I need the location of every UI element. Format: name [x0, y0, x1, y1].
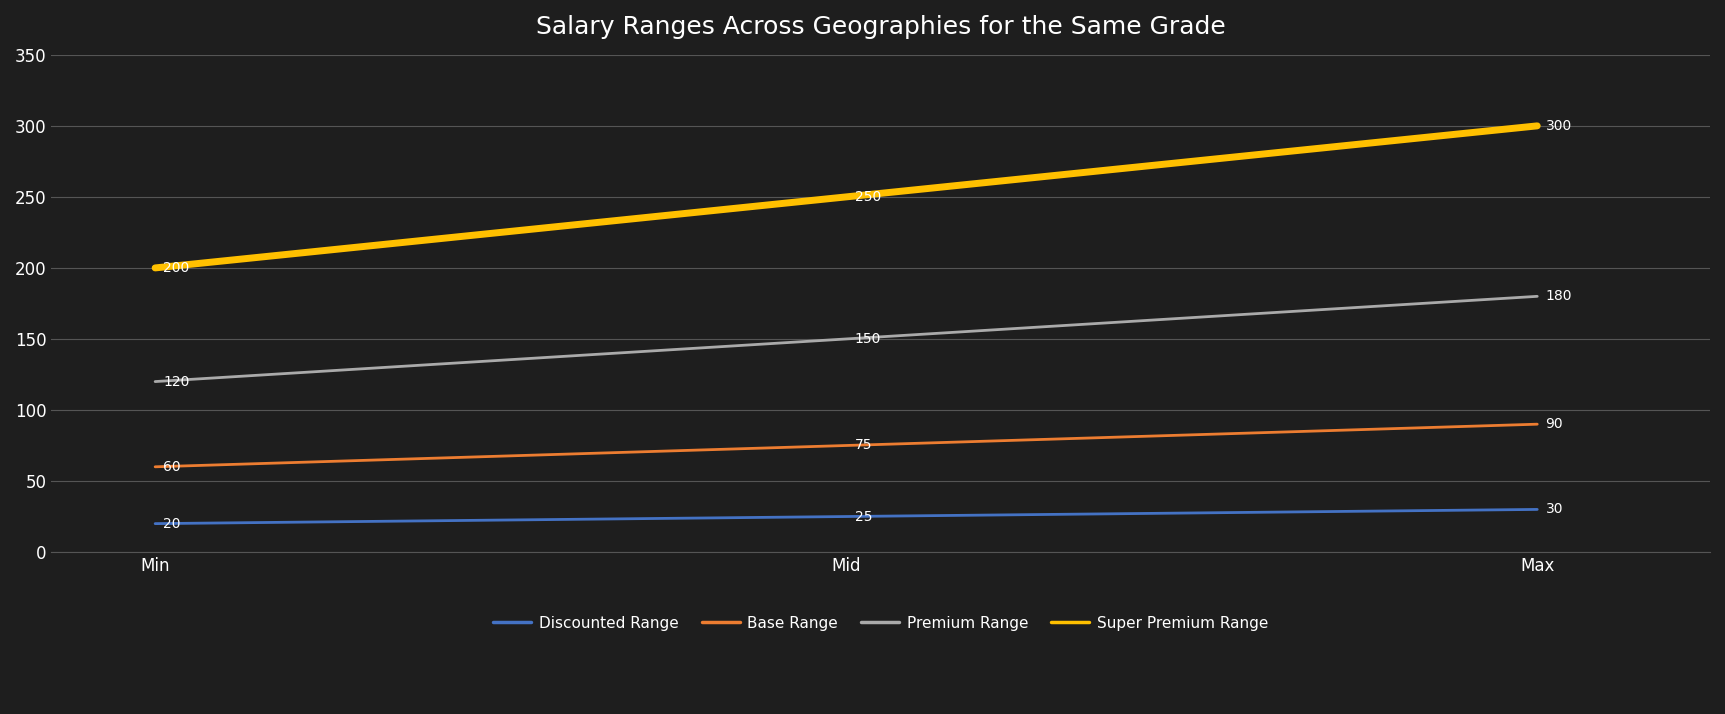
Text: 25: 25 — [854, 510, 873, 523]
Base Range — [837, 441, 857, 450]
Text: 300: 300 — [1546, 119, 1571, 133]
Text: 180: 180 — [1546, 289, 1571, 303]
Text: 60: 60 — [164, 460, 181, 474]
Discounted Range — [837, 512, 857, 521]
Premium Range — [1527, 292, 1547, 301]
Title: Salary Ranges Across Geographies for the Same Grade: Salary Ranges Across Geographies for the… — [536, 15, 1226, 39]
Premium Range — [145, 377, 166, 386]
Legend: Discounted Range, Base Range, Premium Range, Super Premium Range: Discounted Range, Base Range, Premium Ra… — [486, 610, 1275, 637]
Line: Discounted Range: Discounted Range — [155, 509, 1537, 523]
Base Range — [1527, 420, 1547, 428]
Text: 75: 75 — [854, 438, 873, 453]
Text: 200: 200 — [164, 261, 190, 275]
Super Premium Range — [145, 263, 166, 272]
Text: 30: 30 — [1546, 503, 1563, 516]
Text: 90: 90 — [1546, 417, 1563, 431]
Super Premium Range — [1527, 121, 1547, 130]
Text: 250: 250 — [854, 190, 881, 204]
Text: 20: 20 — [164, 517, 181, 531]
Super Premium Range — [837, 193, 857, 201]
Line: Base Range: Base Range — [155, 424, 1537, 467]
Text: 120: 120 — [164, 375, 190, 388]
Discounted Range — [145, 519, 166, 528]
Line: Premium Range: Premium Range — [155, 296, 1537, 381]
Base Range — [145, 463, 166, 471]
Line: Super Premium Range: Super Premium Range — [155, 126, 1537, 268]
Text: 150: 150 — [854, 332, 881, 346]
Premium Range — [837, 335, 857, 343]
Discounted Range — [1527, 505, 1547, 513]
